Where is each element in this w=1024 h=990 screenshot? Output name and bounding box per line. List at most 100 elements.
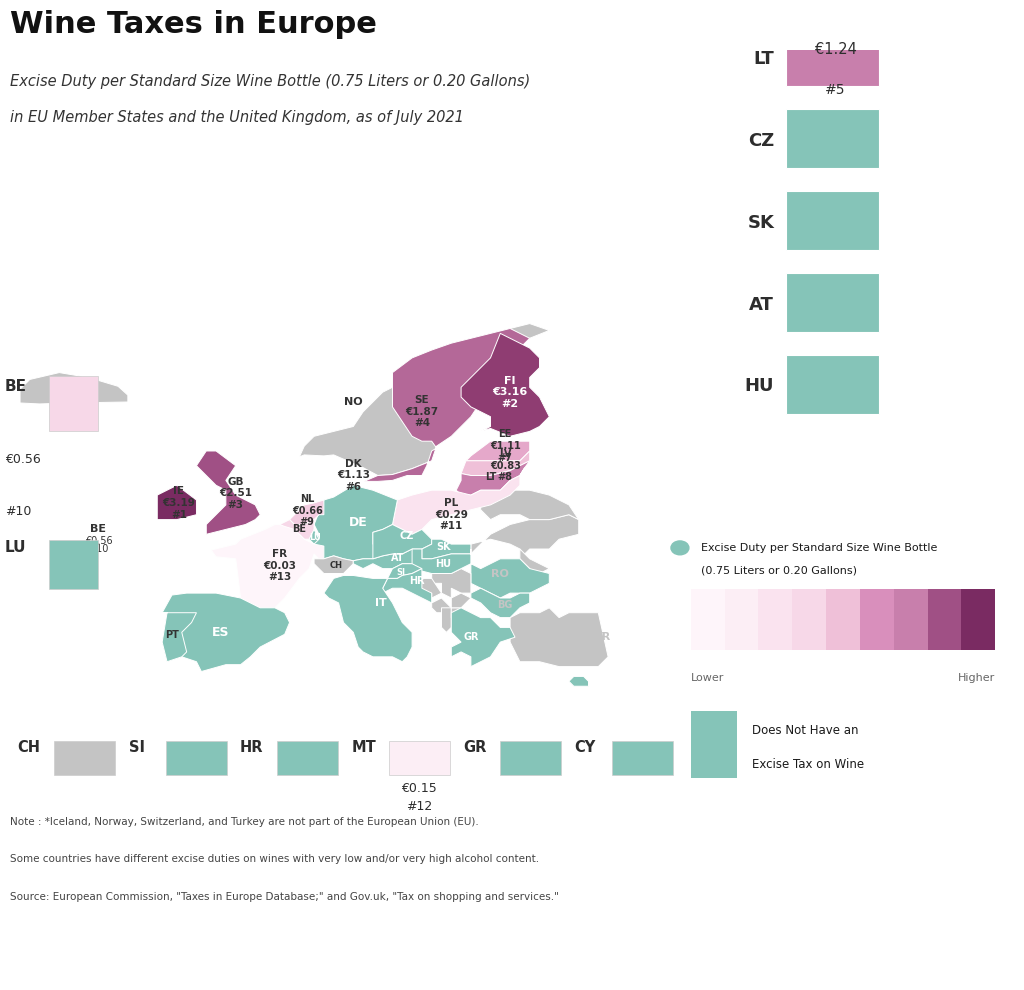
Polygon shape	[441, 608, 452, 633]
Polygon shape	[422, 540, 471, 558]
Polygon shape	[471, 554, 549, 598]
Text: BE: BE	[293, 525, 306, 535]
Text: Some countries have different excise duties on wines with very low and/or very h: Some countries have different excise dut…	[10, 854, 540, 864]
Text: NO: NO	[344, 397, 362, 407]
Polygon shape	[520, 549, 549, 573]
Text: LV
€0.83
#8: LV €0.83 #8	[489, 449, 520, 482]
Text: (0.75 Liters or 0.20 Gallons): (0.75 Liters or 0.20 Gallons)	[701, 565, 857, 575]
Polygon shape	[471, 515, 579, 558]
Text: FR
€0.03
#13: FR €0.03 #13	[263, 549, 296, 582]
Polygon shape	[466, 442, 529, 460]
Text: IT: IT	[375, 598, 387, 608]
Text: AT: AT	[390, 552, 404, 563]
Polygon shape	[211, 525, 324, 608]
Text: #10: #10	[5, 505, 32, 518]
Text: IE
€3.19
#1: IE €3.19 #1	[163, 486, 196, 520]
Text: #10: #10	[88, 544, 109, 554]
Text: DE: DE	[349, 516, 368, 529]
Text: in EU Member States and the United Kingdom, as of July 2021: in EU Member States and the United Kingd…	[10, 110, 464, 125]
Text: EE
€1.11
#7: EE €1.11 #7	[489, 430, 520, 462]
Text: Excise Tax on Wine: Excise Tax on Wine	[752, 757, 863, 770]
Polygon shape	[471, 588, 529, 618]
Text: Higher: Higher	[958, 672, 995, 683]
Text: PL
€0.29
#11: PL €0.29 #11	[435, 498, 468, 532]
Polygon shape	[373, 525, 432, 558]
Text: LU: LU	[309, 533, 321, 542]
Text: BE: BE	[90, 525, 106, 535]
Bar	[786, 354, 879, 414]
Bar	[611, 741, 673, 774]
Text: BG: BG	[498, 600, 513, 610]
Text: BE: BE	[5, 378, 27, 394]
Text: Source: European Commission, "Taxes in Europe Database;" and Gov.uk, "Tax on sho: Source: European Commission, "Taxes in E…	[10, 892, 559, 902]
Text: TAX FOUNDATION: TAX FOUNDATION	[10, 944, 204, 964]
Polygon shape	[452, 608, 471, 623]
Text: HU: HU	[435, 558, 452, 568]
Text: ES: ES	[212, 626, 229, 639]
Text: IS: IS	[68, 382, 80, 392]
Bar	[786, 191, 879, 249]
Text: GR: GR	[463, 741, 486, 755]
Bar	[793, 589, 826, 650]
Bar	[278, 741, 338, 774]
Polygon shape	[432, 598, 452, 613]
Text: €0.56: €0.56	[5, 452, 41, 466]
Polygon shape	[158, 485, 197, 520]
Text: LT: LT	[754, 50, 774, 67]
Text: SK: SK	[748, 214, 774, 232]
Bar	[166, 741, 226, 774]
Text: Note : *Iceland, Norway, Switzerland, and Turkey are not part of the European Un: Note : *Iceland, Norway, Switzerland, an…	[10, 817, 479, 827]
Text: SI: SI	[397, 568, 406, 577]
Text: DK
€1.13
#6: DK €1.13 #6	[337, 459, 370, 492]
Polygon shape	[471, 490, 579, 520]
Bar	[54, 741, 115, 774]
Text: SI: SI	[129, 741, 144, 755]
Polygon shape	[299, 324, 549, 475]
Text: Excise Duty per Standard Size Wine Bottle: Excise Duty per Standard Size Wine Bottl…	[701, 543, 938, 552]
Text: HR: HR	[240, 741, 263, 755]
Polygon shape	[480, 490, 579, 520]
Bar	[690, 589, 725, 650]
Polygon shape	[162, 613, 197, 661]
Text: HU: HU	[744, 377, 774, 395]
Polygon shape	[383, 568, 432, 603]
Bar	[501, 741, 561, 774]
Bar	[962, 589, 995, 650]
Text: CH: CH	[329, 561, 342, 570]
Polygon shape	[20, 372, 128, 404]
Polygon shape	[290, 500, 324, 525]
Bar	[786, 272, 879, 332]
Text: Lower: Lower	[690, 672, 724, 683]
Text: GR: GR	[463, 633, 478, 643]
Bar	[786, 109, 879, 168]
Bar	[49, 540, 98, 589]
Text: @TaxFoundation: @TaxFoundation	[834, 944, 1014, 964]
Bar	[690, 712, 737, 778]
Text: Wine Taxes in Europe: Wine Taxes in Europe	[10, 10, 377, 39]
Polygon shape	[461, 334, 549, 437]
Text: CY: CY	[574, 741, 596, 755]
Text: Excise Duty per Standard Size Wine Bottle (0.75 Liters or 0.20 Gallons): Excise Duty per Standard Size Wine Bottl…	[10, 73, 530, 89]
Polygon shape	[461, 451, 529, 475]
Polygon shape	[432, 568, 471, 598]
Bar	[826, 589, 860, 650]
Polygon shape	[314, 485, 397, 560]
Text: Does Not Have an: Does Not Have an	[752, 725, 858, 738]
Polygon shape	[569, 676, 589, 686]
Text: CH: CH	[17, 741, 40, 755]
Text: €1.24: €1.24	[815, 42, 856, 57]
Bar	[860, 589, 894, 650]
Polygon shape	[412, 549, 471, 573]
Bar	[786, 27, 879, 86]
Text: TR: TR	[595, 633, 611, 643]
Polygon shape	[309, 530, 319, 544]
Text: NL
€0.66
#9: NL €0.66 #9	[292, 494, 323, 528]
Bar	[759, 589, 793, 650]
Text: €0.15: €0.15	[401, 782, 437, 795]
Polygon shape	[324, 575, 412, 661]
Text: €0.56: €0.56	[85, 537, 113, 546]
Polygon shape	[408, 578, 441, 598]
Polygon shape	[314, 555, 353, 573]
Text: GB
€2.51
#3: GB €2.51 #3	[219, 476, 252, 510]
Bar	[894, 589, 928, 650]
